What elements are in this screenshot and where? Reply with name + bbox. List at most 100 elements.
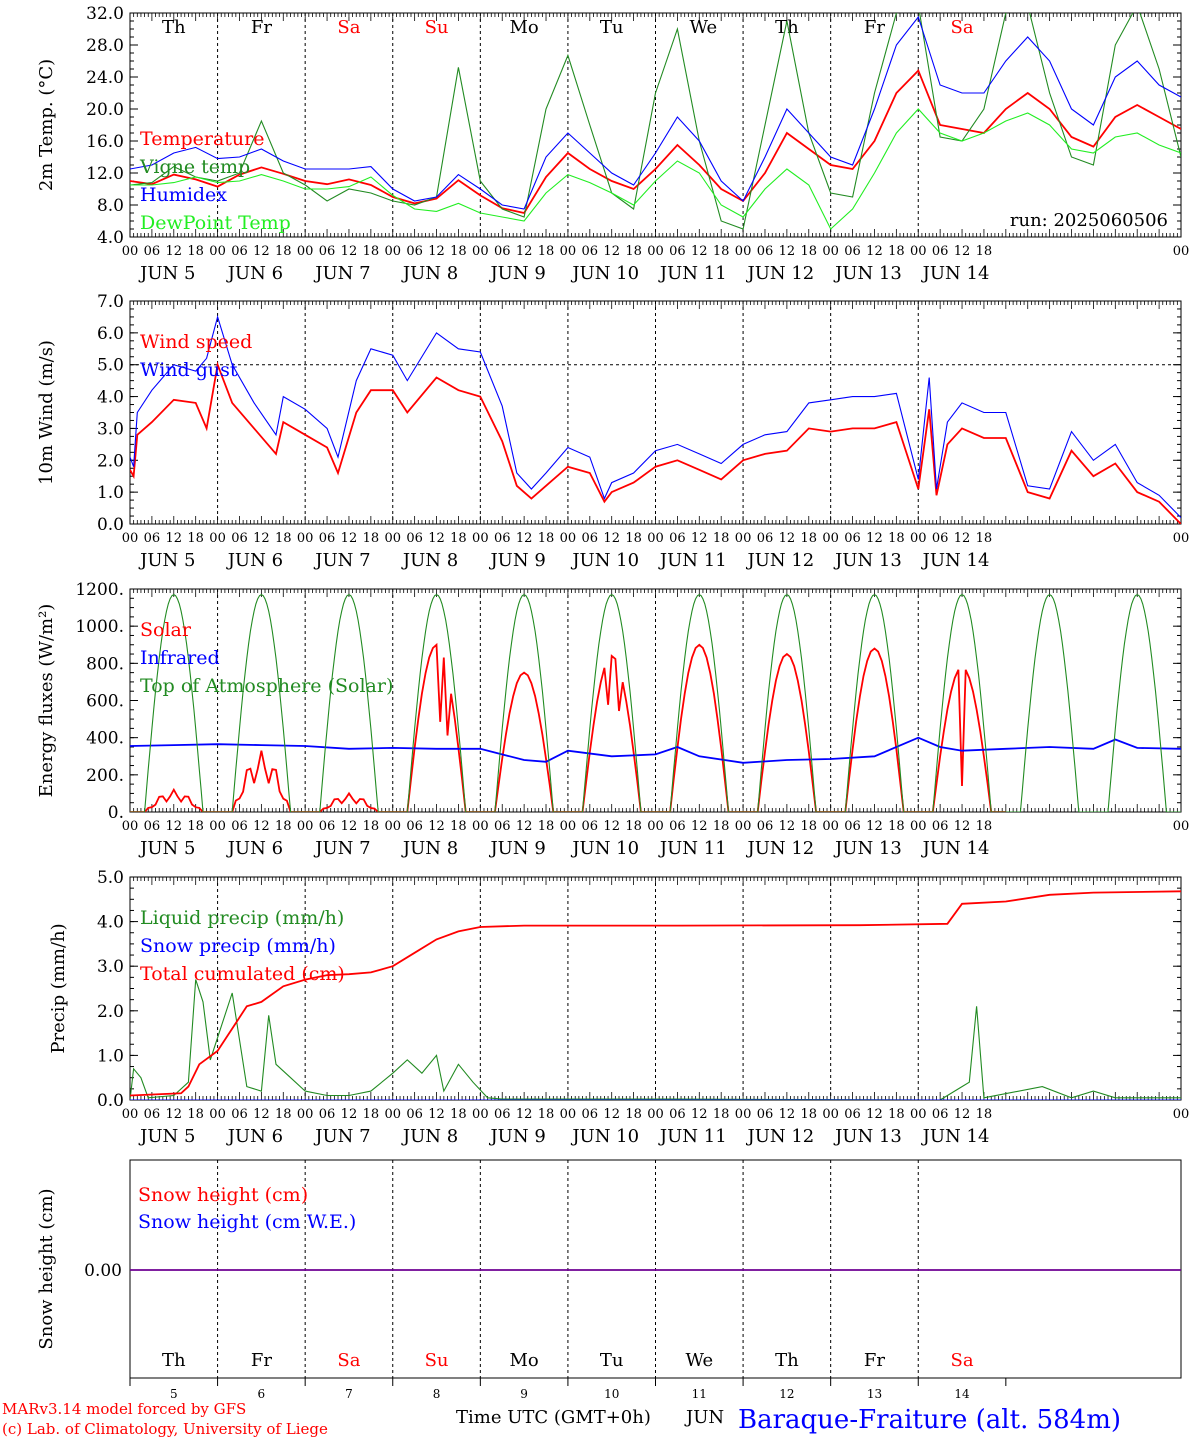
hour-tick-label: 00 <box>560 1107 577 1122</box>
day-abbr: Sa <box>951 17 974 38</box>
y-tick-label: 2.0 <box>97 1002 124 1022</box>
hour-tick-label: 18 <box>888 1107 905 1122</box>
hour-tick-label: 06 <box>406 531 423 546</box>
hour-tick-label: 06 <box>932 531 949 546</box>
time-axis-label: Time UTC (GMT+0h) <box>456 1407 651 1428</box>
hour-tick-label: 12 <box>428 819 445 834</box>
hour-tick-label: 06 <box>231 1107 248 1122</box>
hour-tick-label: 00 <box>122 531 139 546</box>
y-tick-label: 32.0 <box>86 4 124 24</box>
date-label: JUN 7 <box>313 550 370 571</box>
hour-tick-label: 00 <box>735 531 752 546</box>
hour-tick-label: 00 <box>122 244 139 259</box>
hour-tick-label: 12 <box>954 244 971 259</box>
y-axis-label: 10m Wind (m/s) <box>36 340 57 485</box>
series-line-wind-gust <box>130 314 1181 518</box>
date-label: JUN 7 <box>313 838 370 859</box>
hour-tick-label: 06 <box>494 531 511 546</box>
hour-tick-label: 18 <box>187 531 204 546</box>
hour-tick-label: 12 <box>428 531 445 546</box>
hour-tick-label: 18 <box>538 531 555 546</box>
y-tick-label: 1000. <box>75 617 124 637</box>
date-label: JUN 12 <box>745 263 814 284</box>
hour-tick-label: 12 <box>341 531 358 546</box>
bottom-day-number: 10 <box>604 1387 619 1401</box>
hour-tick-label: 06 <box>582 1107 599 1122</box>
date-label: JUN 9 <box>488 550 545 571</box>
hour-tick-label: 00 <box>647 244 664 259</box>
hour-tick-label: 18 <box>625 531 642 546</box>
y-axis-label: 2m Temp. (°C) <box>36 59 57 191</box>
hour-tick-label: 18 <box>538 244 555 259</box>
hour-tick-label: 18 <box>275 244 292 259</box>
hour-tick-label: 12 <box>516 531 533 546</box>
hour-tick-label: 06 <box>231 819 248 834</box>
bottom-day-number: 6 <box>258 1387 266 1401</box>
hour-tick-label: 18 <box>625 1107 642 1122</box>
hour-tick-label: 18 <box>976 1107 993 1122</box>
hour-tick-label: 00 <box>209 531 226 546</box>
hour-tick-label: 12 <box>516 1107 533 1122</box>
hour-tick-label: 12 <box>603 819 620 834</box>
hour-tick-label: 00 <box>822 1107 839 1122</box>
y-tick-label: 16.0 <box>86 132 124 152</box>
hour-tick-label: 00 <box>297 1107 314 1122</box>
legend-snow-height-cm-: Snow height (cm) <box>138 1184 308 1206</box>
y-tick-label: 4.0 <box>97 228 124 248</box>
hour-tick-label: 12 <box>779 819 796 834</box>
hour-tick-label: 12 <box>779 1107 796 1122</box>
date-label: JUN 9 <box>488 838 545 859</box>
legend-total-cumulated-cm-: Total cumulated (cm) <box>140 963 345 985</box>
hour-tick-label: 12 <box>166 531 183 546</box>
bottom-day-abbr: Su <box>425 1350 449 1371</box>
series-line-temperature <box>130 68 1181 215</box>
panel-snow: 0.00 Snow height (cm) Snow height (cm) Snow… <box>36 1159 1182 1379</box>
hour-tick-label: 12 <box>779 531 796 546</box>
date-label: JUN 10 <box>570 838 639 859</box>
y-tick-label: 1.0 <box>97 1046 124 1066</box>
day-abbr: We <box>689 17 717 38</box>
date-label: JUN 7 <box>313 1126 370 1147</box>
hour-tick-label: 00 <box>822 819 839 834</box>
hour-tick-label: 12 <box>341 1107 358 1122</box>
y-tick-label: 0.0 <box>97 1091 124 1111</box>
hour-tick-label: 00 <box>910 819 927 834</box>
y-tick-label: 5.0 <box>97 868 124 888</box>
hour-tick-label: 06 <box>844 531 861 546</box>
hour-tick-label: 06 <box>494 244 511 259</box>
hour-tick-label: 00 <box>822 244 839 259</box>
y-tick-label: 4.0 <box>97 388 124 408</box>
day-abbr: Tu <box>600 17 624 38</box>
credit-line-2: (c) Lab. of Climatology, University of L… <box>2 1420 328 1438</box>
hour-tick-label: 12 <box>166 819 183 834</box>
date-label: JUN 9 <box>488 263 545 284</box>
day-abbr: Su <box>425 17 449 38</box>
hour-tick-label: 18 <box>363 819 380 834</box>
plot-frame <box>129 12 1182 238</box>
hour-tick-label: 06 <box>406 244 423 259</box>
hour-tick-label: 00 <box>472 1107 489 1122</box>
series-group <box>130 890 1181 1100</box>
hour-tick-label: 06 <box>669 819 686 834</box>
date-label: JUN 6 <box>226 1126 283 1147</box>
hour-tick-label: 18 <box>275 1107 292 1122</box>
legend-top-of-atmosphere-solar-: Top of Atmosphere (Solar) <box>140 675 393 697</box>
hour-tick-label: 06 <box>932 819 949 834</box>
bottom-day-abbr: Fr <box>864 1350 885 1371</box>
date-label: JUN 10 <box>570 1126 639 1147</box>
date-label: JUN 5 <box>138 263 195 284</box>
hour-tick-label: 06 <box>319 531 336 546</box>
hour-tick-label: 12 <box>166 244 183 259</box>
hour-tick-label: 00 <box>384 531 401 546</box>
date-label: JUN 8 <box>401 1126 458 1147</box>
date-label: JUN 10 <box>570 550 639 571</box>
hour-tick-label: 00 <box>297 244 314 259</box>
hour-tick-label: 12 <box>253 244 270 259</box>
y-tick-label: 3.0 <box>97 957 124 977</box>
hour-tick-label: 06 <box>844 244 861 259</box>
date-label: JUN 7 <box>313 263 370 284</box>
y-tick-label: 600. <box>86 692 124 712</box>
y-axis-label: Precip (mm/h) <box>48 923 69 1053</box>
hour-tick-label: 18 <box>888 244 905 259</box>
